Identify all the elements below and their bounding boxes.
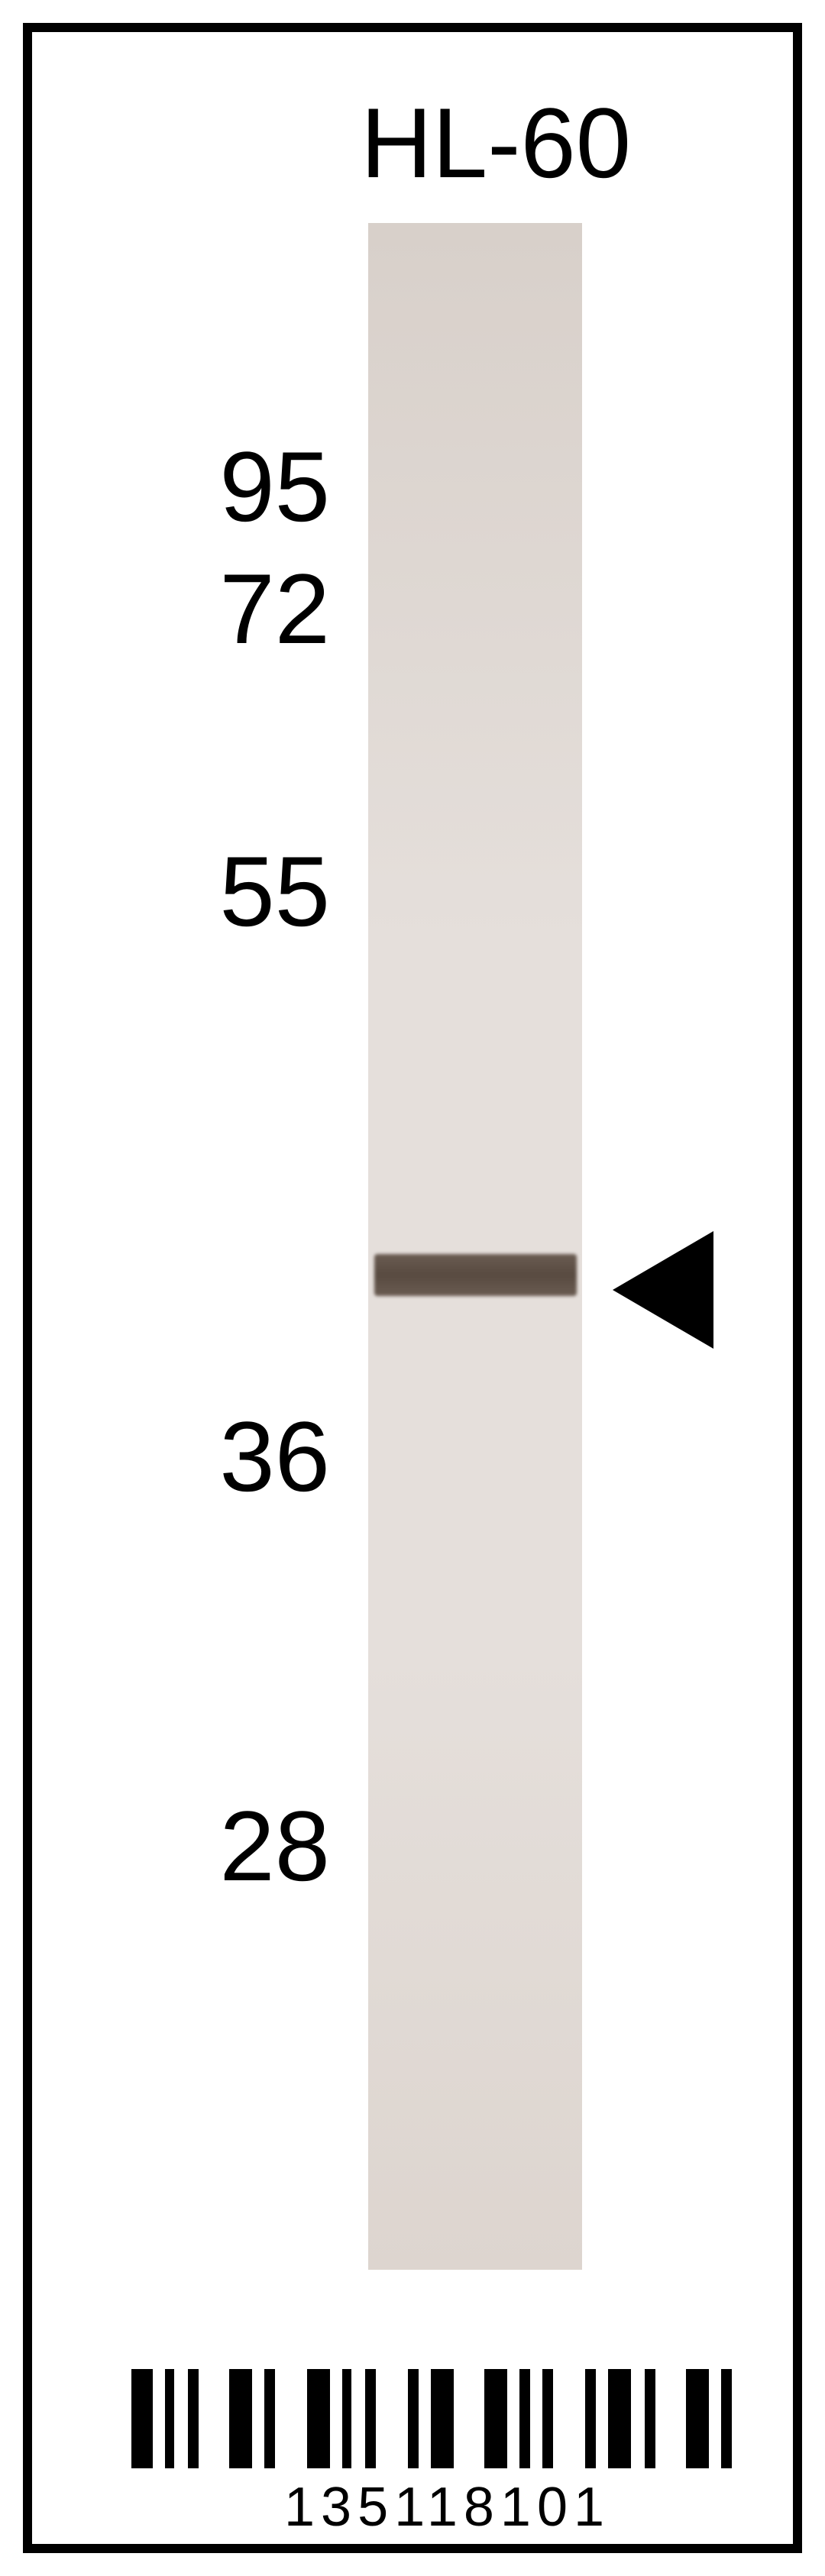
mw-marker-55: 55 — [101, 834, 330, 949]
protein-band — [374, 1254, 577, 1296]
barcode-bar — [721, 2369, 732, 2468]
mw-marker-28: 28 — [101, 1789, 330, 1903]
barcode-bar — [365, 2369, 376, 2468]
barcode-bar — [264, 2369, 275, 2468]
blot-frame: HL-60 95 72 55 36 28 135118101 — [23, 23, 802, 2553]
barcode-bar — [165, 2369, 174, 2468]
mw-marker-95: 95 — [101, 429, 330, 544]
barcode-bar — [585, 2369, 596, 2468]
barcode-number: 135118101 — [284, 2476, 610, 2539]
barcode-bar — [484, 2369, 507, 2468]
barcode-bar — [519, 2369, 530, 2468]
barcode-bar — [686, 2369, 709, 2468]
barcode-bar — [307, 2369, 330, 2468]
barcode-bar — [608, 2369, 631, 2468]
barcode-bar — [131, 2369, 153, 2468]
barcode-bar — [408, 2369, 419, 2468]
blot-lane — [368, 223, 582, 2270]
mw-marker-36: 36 — [101, 1399, 330, 1514]
barcode-bar — [431, 2369, 454, 2468]
mw-marker-72: 72 — [101, 551, 330, 666]
band-arrow-icon — [613, 1231, 713, 1349]
barcode-bar — [342, 2369, 351, 2468]
barcode-bar — [645, 2369, 655, 2468]
barcode-bar — [188, 2369, 199, 2468]
barcode-bar — [542, 2369, 553, 2468]
sample-label: HL-60 — [361, 86, 631, 200]
barcode — [131, 2369, 765, 2468]
barcode-bar — [229, 2369, 252, 2468]
